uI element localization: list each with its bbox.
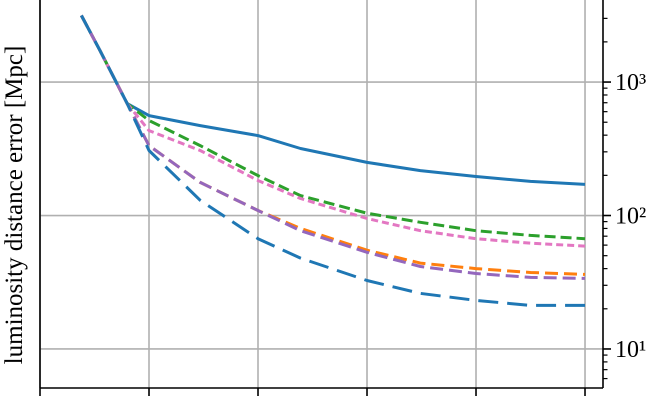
plot-area: [80, 14, 586, 307]
series-line: [80, 14, 586, 276]
series-line: [80, 14, 586, 280]
y-tick-label: 10²: [615, 204, 646, 230]
series-line: [80, 14, 586, 241]
y-tick-label: 10¹: [615, 337, 646, 363]
y-axis-label: luminosity distance error [Mpc]: [1, 46, 28, 365]
series-line: [80, 14, 586, 248]
y-tick-label: 10³: [615, 70, 646, 96]
series-line: [80, 14, 585, 307]
